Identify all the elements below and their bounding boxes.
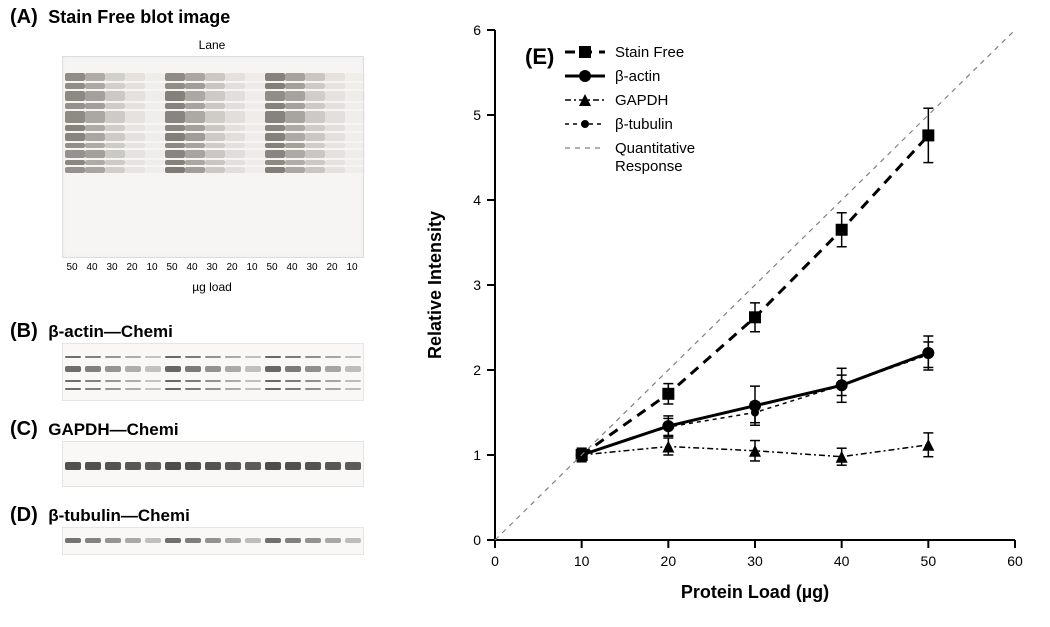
- panel-a-title: Stain Free blot image: [48, 7, 230, 27]
- svg-text:4: 4: [473, 192, 481, 208]
- beta-actin-blot: [62, 343, 364, 401]
- svg-text:0: 0: [491, 553, 499, 569]
- svg-text:Stain Free: Stain Free: [615, 44, 684, 61]
- beta-tubulin-blot: [62, 527, 364, 555]
- chart-svg: 0 10 20 30 40 50 60 0 1 2 3 4 5 6 Protein Load (µg) Rel…: [415, 10, 1035, 610]
- panel-d-title: β-tubulin—Chemi: [48, 506, 190, 525]
- svg-text:5: 5: [473, 107, 481, 123]
- panel-b-title: β-actin—Chemi: [48, 322, 173, 341]
- svg-text:(E): (E): [525, 44, 554, 69]
- svg-text:10: 10: [574, 553, 590, 569]
- svg-text:GAPDH: GAPDH: [615, 92, 668, 109]
- svg-text:3: 3: [473, 277, 481, 293]
- panel-a: (A) Stain Free blot image: [10, 6, 230, 29]
- svg-text:β-actin: β-actin: [615, 68, 660, 85]
- svg-text:2: 2: [473, 362, 481, 378]
- panel-c-title: GAPDH—Chemi: [48, 420, 178, 439]
- panel-e-chart: 0 10 20 30 40 50 60 0 1 2 3 4 5 6 Protein Load (µg) Rel…: [415, 10, 1035, 610]
- stainfree-blot: [62, 56, 364, 258]
- panel-c: (C) GAPDH—Chemi: [10, 418, 390, 487]
- panel-c-label: (C): [10, 418, 38, 440]
- panel-d: (D) β-tubulin—Chemi: [10, 504, 390, 555]
- svg-text:Quantitative: Quantitative: [615, 140, 695, 157]
- svg-text:6: 6: [473, 22, 481, 38]
- svg-text:50: 50: [921, 553, 937, 569]
- gapdh-blot: [62, 441, 364, 487]
- panel-a-label: (A): [10, 6, 38, 28]
- panel-d-label: (D): [10, 504, 38, 526]
- panel-b: (B) β-actin—Chemi: [10, 320, 390, 401]
- svg-text:Protein Load (µg): Protein Load (µg): [681, 582, 829, 602]
- svg-text:40: 40: [834, 553, 850, 569]
- svg-text:20: 20: [661, 553, 677, 569]
- svg-text:1: 1: [473, 447, 481, 463]
- svg-text:60: 60: [1007, 553, 1023, 569]
- svg-text:β-tubulin: β-tubulin: [615, 116, 673, 133]
- svg-text:30: 30: [747, 553, 763, 569]
- load-labels: 504030201050403020105040302010: [62, 262, 362, 273]
- svg-text:0: 0: [473, 532, 481, 548]
- svg-text:Response: Response: [615, 158, 683, 175]
- ug-load-label: µg load: [62, 280, 362, 294]
- svg-text:Relative Intensity: Relative Intensity: [425, 211, 445, 359]
- panel-b-label: (B): [10, 320, 38, 342]
- lane-header: Lane: [62, 38, 362, 52]
